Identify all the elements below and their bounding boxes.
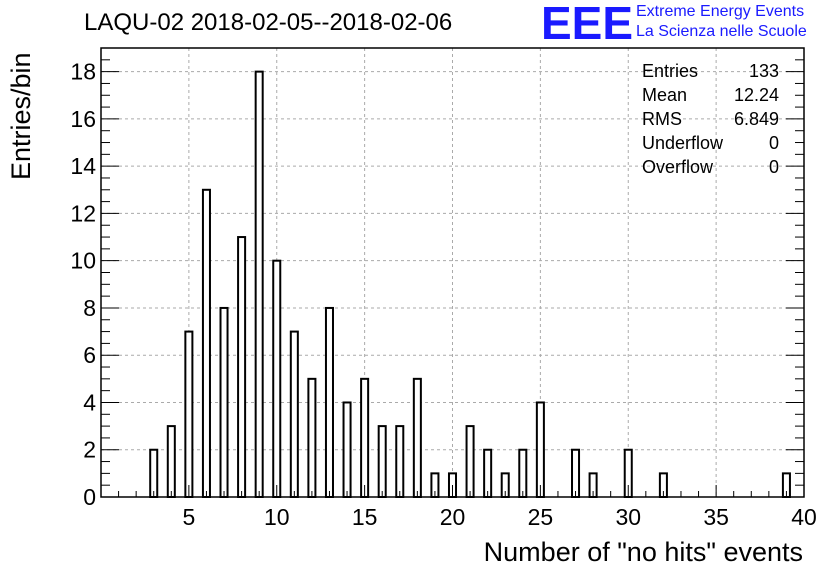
stats-value: 12.24 [733,85,779,105]
histogram-bar [166,425,176,498]
histogram-bar [395,425,405,498]
histogram-bar [535,401,545,499]
x-tick-label: 20 [440,504,466,530]
stats-label: RMS [642,109,682,129]
histogram-bar [184,330,194,498]
y-tick-label: 12 [70,200,96,226]
axes [100,47,805,498]
y-tick-label: 0 [83,484,96,510]
stats-box: Entries 133 Mean 12.24 RMS 6.849 Underflow 0 Ove… [642,59,779,179]
tick-labels: 5 10 15 20 25 30 35 40 0 2 4 6 8 10 12 14 16 18 [70,59,816,530]
stats-value: 0 [768,133,779,153]
stats-row: Mean 12.24 [642,83,779,107]
eee-logo-text: Extreme Energy Events La Scienza nelle S… [636,2,807,42]
y-tick-label: 10 [70,248,96,274]
histogram-bar [360,377,370,498]
histogram-bar [324,306,334,498]
chart-title: LAQU-02 2018-02-05--2018-02-06 [84,9,453,36]
histogram-bar [201,188,211,499]
histogram-bar [237,236,247,498]
eee-logo: EEE [541,0,634,49]
y-tick-label: 4 [83,389,96,415]
stats-value: 6.849 [733,109,779,129]
stats-row: Entries 133 [642,59,779,83]
y-axis-label: Entries/bin [6,52,36,180]
stats-label: Underflow [642,133,724,153]
histogram-bar [272,259,282,498]
x-tick-label: 40 [791,504,817,530]
histogram-bar [307,377,317,498]
histogram-bar [412,377,422,498]
y-tick-label: 16 [70,106,96,132]
y-tick-label: 2 [83,437,96,463]
stats-value: 0 [768,157,779,177]
stats-row: Underflow 0 [642,131,779,155]
y-tick-label: 8 [83,295,96,321]
histogram-bar [377,425,387,498]
histogram-bar [149,448,159,499]
histogram-bar [342,401,352,499]
logo-line-1: Extreme Energy Events [636,3,805,20]
y-tick-label: 18 [70,59,96,85]
x-tick-label: 25 [528,504,554,530]
histogram-bar [518,448,528,499]
y-tick-label: 14 [70,153,96,179]
stats-label: Mean [642,85,688,105]
stats-value: 133 [748,61,779,81]
x-tick-label: 10 [264,504,290,530]
x-axis-label: Number of "no hits" events [483,537,803,567]
x-tick-label: 15 [352,504,378,530]
histogram-bar [254,70,264,498]
stats-label: Overflow [642,157,714,177]
logo-line-2: La Scienza nelle Scuole [636,23,807,40]
stats-row: RMS 6.849 [642,107,779,131]
histogram-bar [571,448,581,499]
histogram-bar [483,448,493,499]
x-tick-label: 30 [615,504,641,530]
y-tick-label: 6 [83,342,96,368]
stats-row: Overflow 0 [642,155,779,179]
x-tick-label: 5 [182,504,195,530]
histogram-bar [289,330,299,498]
histogram-bar [465,425,475,498]
stats-label: Entries [642,61,699,81]
histogram-bar [219,306,229,498]
x-tick-label: 35 [703,504,729,530]
